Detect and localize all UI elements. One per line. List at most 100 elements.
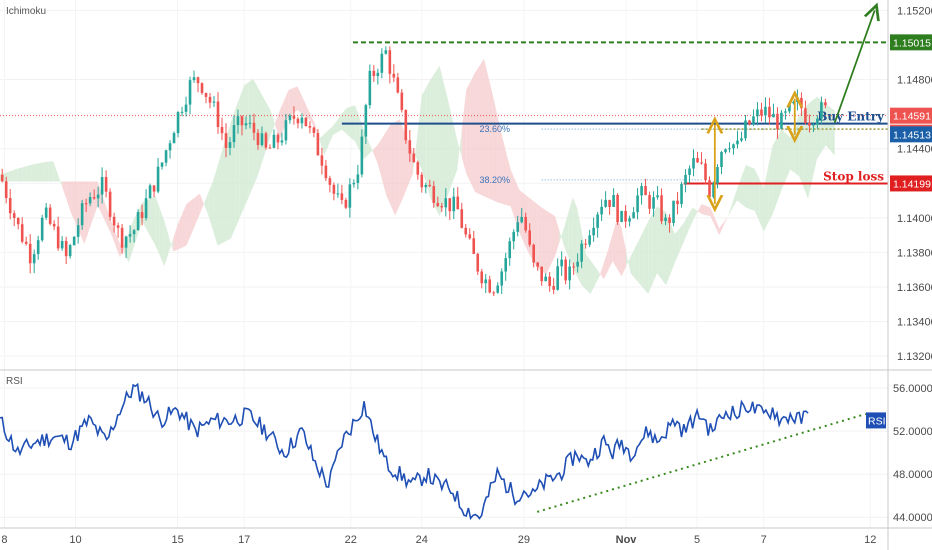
candle-body <box>696 158 699 163</box>
candle-body <box>700 162 703 164</box>
candle-body <box>708 180 711 197</box>
price-tick-label: 1.13200 <box>897 351 932 363</box>
cloud-segment <box>590 260 595 294</box>
candle-body <box>588 235 591 245</box>
cloud-segment <box>688 207 693 232</box>
time-tick-label: Nov <box>616 534 638 546</box>
cloud-segment <box>168 236 174 253</box>
candle-body <box>144 198 148 219</box>
cloud-segment <box>599 262 604 280</box>
candle-body <box>296 118 300 124</box>
cloud-segment <box>146 198 151 238</box>
candle-body <box>652 197 655 209</box>
cloud-segment <box>199 193 205 214</box>
candle-body <box>480 271 484 284</box>
candle-body <box>212 101 216 103</box>
cloud-segment <box>701 204 706 216</box>
candle-body <box>512 231 516 242</box>
candle-body <box>752 116 755 125</box>
cloud-segment <box>781 129 786 191</box>
cloud-segment <box>297 86 302 114</box>
candle-body <box>684 174 687 184</box>
target-price-badge-text: 1.15015 <box>893 37 931 49</box>
candle-body <box>632 212 635 219</box>
cloud-segment <box>71 181 76 224</box>
cloud-segment <box>106 207 111 234</box>
cloud-segment <box>319 134 325 156</box>
time-tick-label: 17 <box>238 534 250 546</box>
candle-body <box>320 155 324 166</box>
candle-body <box>204 92 208 97</box>
cloud-segment <box>217 150 222 246</box>
candle-body <box>332 184 336 194</box>
candle-body <box>20 224 24 242</box>
candle-body <box>816 118 819 125</box>
cloud-segment <box>284 89 289 129</box>
candle-body <box>412 153 416 163</box>
candle-body <box>156 166 160 192</box>
candle-body <box>4 181 8 199</box>
candle-body <box>228 142 232 148</box>
cloud-segment <box>257 86 262 177</box>
candle-body <box>624 210 627 222</box>
time-tick-label: 5 <box>694 534 700 546</box>
cloud-segment <box>475 65 480 195</box>
candle-body <box>160 162 164 167</box>
cloud-segment <box>235 97 240 229</box>
cloud-segment <box>355 105 360 151</box>
cloud-segment <box>643 221 649 294</box>
candle-body <box>508 241 512 259</box>
candle-body <box>728 148 731 150</box>
candle-body <box>532 244 535 263</box>
candle-body <box>768 106 771 118</box>
candle-body <box>316 133 320 156</box>
candle-body <box>740 138 743 141</box>
cloud-segment <box>266 102 271 149</box>
cloud-segment <box>190 197 196 236</box>
cloud-segment <box>466 81 471 183</box>
cloud-segment <box>697 204 702 214</box>
price-panel-title: Ichimoku <box>6 6 46 17</box>
cloud-segment <box>31 163 36 182</box>
candle-body <box>356 174 360 183</box>
candle-body <box>392 73 396 78</box>
candle-body <box>804 108 807 124</box>
candle-body <box>140 212 144 219</box>
candle-body <box>284 120 288 141</box>
candle-body <box>704 163 707 181</box>
cloud-segment <box>346 106 351 138</box>
candle-body <box>504 258 508 272</box>
candle-body <box>208 96 212 103</box>
candle-body <box>724 149 727 153</box>
candle-body <box>248 122 252 124</box>
candle-body <box>312 127 316 134</box>
candle-body <box>584 243 587 245</box>
time-tick-label: 8 <box>1 534 7 546</box>
cloud-segment <box>479 58 484 197</box>
cloud-segment <box>510 169 516 220</box>
cloud-segment <box>310 114 316 130</box>
candle-body <box>136 212 140 231</box>
candle-body <box>308 126 312 128</box>
candle-body <box>780 112 783 129</box>
candle-body <box>688 168 691 175</box>
candle-body <box>744 120 747 139</box>
cloud-segment <box>674 228 680 263</box>
cloud-segment <box>377 138 382 180</box>
candle-body <box>184 104 188 112</box>
cloud-segment <box>568 197 573 268</box>
candle-body <box>644 186 647 196</box>
cloud-segment <box>759 178 764 232</box>
time-tick-label: 10 <box>69 534 81 546</box>
candle-body <box>256 132 260 146</box>
candle-body <box>24 241 28 244</box>
candle-body <box>676 200 679 205</box>
candle-body <box>124 236 128 248</box>
cloud-segment <box>754 168 760 222</box>
stop-loss-label: Stop loss <box>823 169 884 183</box>
candle-body <box>348 184 352 208</box>
cloud-segment <box>48 161 54 182</box>
candle-body <box>464 227 468 235</box>
candle-body <box>216 101 220 128</box>
cloud-segment <box>279 100 285 140</box>
